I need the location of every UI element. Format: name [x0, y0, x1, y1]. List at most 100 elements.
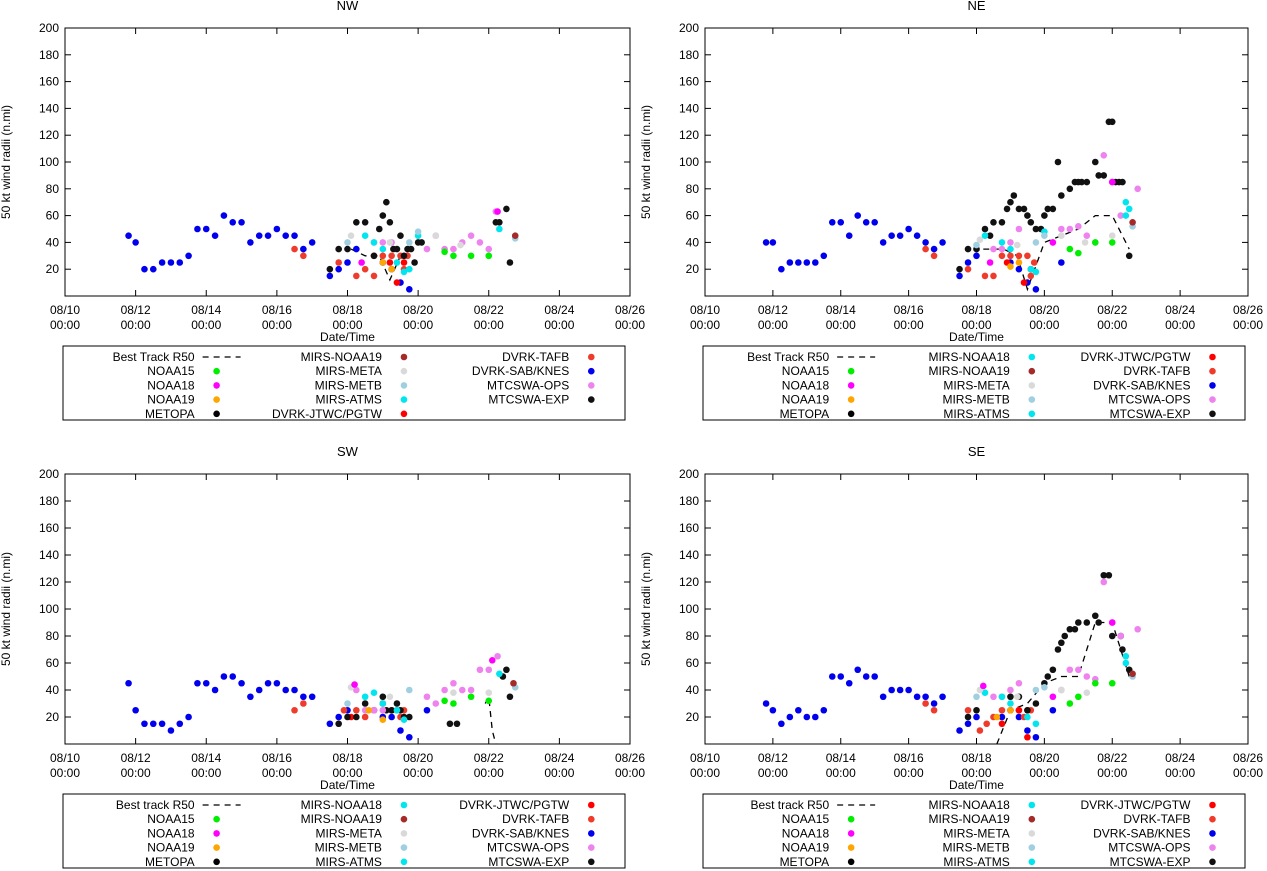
x-tick-date: 08/14 [191, 751, 221, 765]
x-tick-time: 00:00 [1233, 766, 1263, 780]
x-tick-date: 08/22 [1097, 303, 1127, 317]
data-point-dvrk-sab-knes [220, 673, 228, 680]
legend-dot-sample [213, 844, 220, 851]
legend-dot-sample [1209, 353, 1216, 361]
x-tick-date: 08/26 [1233, 751, 1263, 765]
data-point-mtcswa-exp [379, 693, 387, 701]
legend-dot-sample [1028, 382, 1036, 389]
legend-dot-sample [400, 815, 408, 823]
x-tick-time: 00:00 [262, 766, 292, 780]
data-point-dvrk-sab-knes [282, 686, 290, 694]
data-point-dvrk-sab-knes [778, 265, 785, 273]
legend-dot-sample [587, 844, 595, 851]
data-point-noaa15 [1075, 693, 1082, 701]
y-axis-label: 50 kt wind radii (n.mi) [639, 105, 653, 219]
data-point-mtcswa-ops [370, 706, 378, 714]
chart-panel-sw: SW 50 kt wind radii (n.mi) 20 40 60 80 100 120 1… [0, 444, 645, 869]
data-point-dvrk-sab-knes [778, 720, 785, 728]
data-point-dvrk-sab-knes [326, 272, 334, 280]
data-point-dvrk-sab-knes [335, 265, 342, 273]
data-point-dvrk-tafb [370, 272, 378, 280]
data-point-dvrk-sab-knes [125, 679, 132, 687]
data-point-dvrk-sab-knes [388, 713, 395, 721]
data-point-mtcswa-exp [1066, 185, 1074, 193]
legend-label: MTCSWA-EXP [1110, 855, 1191, 869]
legend-dot-sample [1209, 801, 1216, 809]
data-point-mirs-meta [1013, 241, 1021, 249]
x-tick-date: 08/12 [121, 303, 151, 317]
data-point-dvrk-jtwc-pgtw [998, 720, 1006, 728]
data-point-mtcswa-ops [998, 245, 1006, 253]
legend-label: MIRS-META [943, 826, 1009, 840]
data-point-dvrk-sab-knes [871, 673, 878, 680]
data-point-dvrk-sab-knes [1015, 713, 1023, 721]
legend-label: MIRS-METB [942, 393, 1009, 407]
chart-title: NE [967, 0, 985, 13]
data-point-dvrk-tafb [335, 259, 342, 266]
legend-dot-sample [1028, 367, 1036, 375]
data-point-mirs-meta [1108, 232, 1116, 239]
legend-dot-sample [213, 830, 220, 837]
data-point-dvrk-jtwc-pgtw [386, 259, 394, 266]
chart-title: SW [337, 444, 359, 459]
best-track-line [996, 621, 1130, 745]
data-point-mtcswa-exp [1061, 632, 1069, 640]
legend-dot-sample [1028, 353, 1036, 361]
data-point-mtcswa-exp [1024, 212, 1031, 219]
data-point-mirs-atms [370, 239, 378, 246]
y-tick-label: 40 [46, 683, 60, 697]
data-point-noaa19 [379, 716, 387, 723]
data-point-mtcswa-ops [423, 693, 431, 701]
y-tick-label: 180 [39, 494, 59, 508]
legend-label: MIRS-NOAA19 [928, 364, 1010, 378]
data-point-mtcswa-exp [453, 720, 461, 728]
data-point-mirs-meta [976, 236, 984, 244]
data-point-mtcswa-exp [344, 245, 351, 253]
data-point-mirs-atms [1122, 212, 1130, 219]
x-tick-time: 00:00 [262, 318, 292, 332]
data-point-mtcswa-exp [1024, 706, 1031, 714]
data-point-dvrk-sab-knes [300, 245, 307, 253]
data-point-mirs-atms [400, 268, 408, 276]
data-point-mirs-atms [998, 693, 1006, 701]
data-point-mirs-atms [1032, 720, 1040, 728]
data-point-mtcswa-exp [418, 239, 425, 246]
y-axis-label: 50 kt wind radii (n.mi) [0, 552, 13, 666]
data-point-dvrk-tafb [291, 245, 298, 253]
legend-dot-sample [400, 830, 408, 837]
legend-label: METOPA [780, 855, 830, 869]
data-point-dvrk-sab-knes [132, 706, 139, 714]
y-tick-label: 160 [679, 75, 699, 89]
x-tick-date: 08/26 [1233, 303, 1263, 317]
data-point-dvrk-tafb [353, 706, 360, 714]
legend-label: MIRS-NOAA19 [928, 812, 1010, 826]
chart-title: SE [968, 444, 986, 459]
data-point-mtcswa-exp [1108, 632, 1116, 640]
data-point-dvrk-tafb [998, 706, 1006, 714]
legend-label: DVRK-TAFB [502, 350, 569, 364]
data-point-dvrk-sab-knes [803, 713, 811, 721]
data-point-mtcswa-exp [981, 225, 989, 233]
data-point-dvrk-sab-knes [264, 679, 272, 687]
data-point-dvrk-tafb [353, 272, 360, 280]
data-point-dvrk-sab-knes [194, 225, 201, 233]
data-point-mtcswa-ops [450, 245, 457, 253]
data-point-dvrk-sab-knes [905, 686, 912, 694]
data-point-mirs-atms [1007, 700, 1014, 707]
data-point-dvrk-sab-knes [762, 700, 770, 707]
legend-dot-sample [1209, 815, 1216, 823]
x-tick-time: 00:00 [121, 318, 151, 332]
legend-label: METOPA [145, 407, 195, 421]
data-point-mtcswa-exp [1049, 205, 1057, 213]
y-tick-label: 40 [686, 683, 700, 697]
data-point-dvrk-sab-knes [786, 259, 794, 266]
data-point-mirs-meta [1058, 686, 1065, 694]
data-point-mirs-atms [981, 689, 989, 696]
data-point-noaa15 [467, 252, 475, 260]
data-point-dvrk-sab-knes [202, 679, 210, 687]
data-point-dvrk-sab-knes [176, 259, 184, 266]
legend-dot-sample [587, 815, 595, 823]
legend-dot-sample [400, 858, 408, 866]
data-point-mtcswa-exp [370, 252, 378, 260]
data-point-mtcswa-ops [467, 232, 475, 239]
